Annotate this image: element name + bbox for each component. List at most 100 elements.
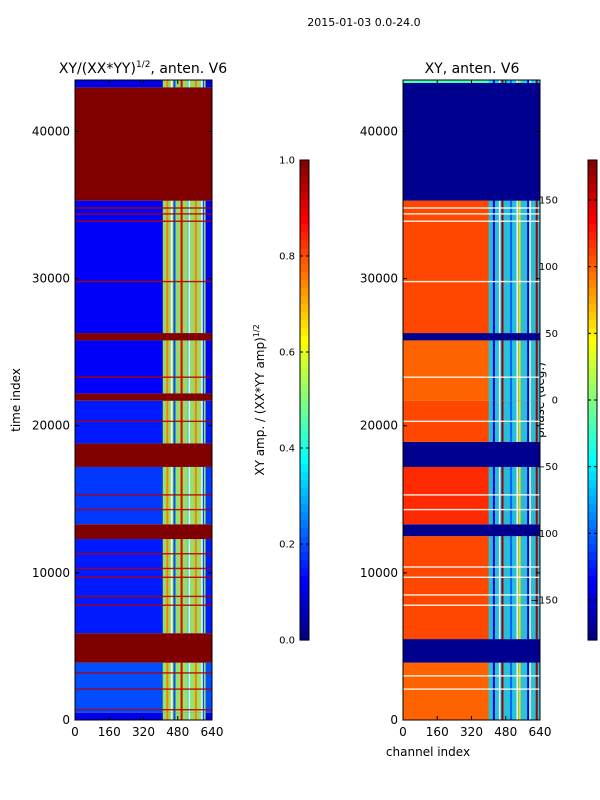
heatmap-channel-gap <box>498 340 501 401</box>
colorbar-segment <box>300 416 309 425</box>
colorbar-segment <box>588 480 597 489</box>
colorbar-segment <box>588 184 597 193</box>
colorbar-segment <box>588 400 597 409</box>
colorbar-segment <box>588 256 597 265</box>
heatmap-rfi-stripe <box>173 662 176 713</box>
colorbar-segment <box>588 624 597 633</box>
colorbar-segment <box>300 176 309 185</box>
colorbar-segment <box>300 280 309 289</box>
heatmap-channel-gap <box>498 200 501 334</box>
heatmap-rfi-region <box>162 80 206 88</box>
heatmap-rfi-stripe <box>166 466 169 525</box>
heatmap-rfi-stripe <box>173 80 176 88</box>
heatmap-rfi-stripe <box>527 536 530 640</box>
x-tick-label: 160 <box>426 725 449 739</box>
colorbar-segment <box>300 504 309 513</box>
heatmap-rfi-stripe <box>510 662 513 720</box>
heatmap-rfi-stripe <box>194 340 197 394</box>
heatmap-channel-gap <box>529 466 531 525</box>
heatmap-rfi-stripe <box>173 340 176 394</box>
colorbar-tick-label: 0.2 <box>279 540 295 551</box>
colorbar-segment <box>588 576 597 585</box>
heatmap-rfi-stripe <box>180 80 183 88</box>
heatmap-rfi-stripe <box>518 662 521 720</box>
panel-0: 0 10000 20000 30000 40000 0 160 320 480 640 0.0 0.2… <box>32 79 310 739</box>
heatmap-channel-gap <box>188 712 190 720</box>
colorbar-segment <box>588 528 597 537</box>
heatmap-channel-gap <box>529 80 531 83</box>
colorbar-tick-label: 100 <box>539 262 558 273</box>
x-tick-label: 640 <box>201 725 224 739</box>
heatmap-rfi-stripe <box>492 662 495 720</box>
heatmap-rfi-stripe <box>166 80 169 88</box>
heatmap-channel-gap <box>170 340 173 394</box>
colorbar-segment <box>300 512 309 521</box>
heatmap-rfi-region <box>488 340 540 401</box>
colorbar-segment <box>300 528 309 537</box>
heatmap-rfi-stripe <box>518 466 521 525</box>
heatmap-rfi-stripe <box>180 466 183 525</box>
colorbar-segment <box>588 552 597 561</box>
y-tick-label: 30000 <box>360 272 398 286</box>
heatmap-flag-line <box>403 566 540 568</box>
heatmap-band <box>75 393 212 401</box>
heatmap-flag-line <box>75 576 212 578</box>
x-tick-label: 160 <box>98 725 121 739</box>
heatmap-rfi-stripe <box>535 536 538 640</box>
heatmap-rfi-stripe <box>501 466 504 525</box>
heatmap-rfi-stripe <box>510 466 513 525</box>
left-title-main: XY/(XX*YY) <box>59 61 136 77</box>
heatmap-rfi-stripe <box>492 536 495 640</box>
heatmap-rfi-stripe <box>202 712 205 720</box>
heatmap-rfi-stripe <box>518 200 521 334</box>
colorbar-segment <box>300 296 309 305</box>
colorbar-segment <box>588 216 597 225</box>
heatmap-channel-gap <box>201 340 203 394</box>
heatmap-rfi-stripe <box>180 340 183 394</box>
y-tick-label: 0 <box>62 713 70 727</box>
heatmap-rfi-stripe <box>527 466 530 525</box>
heatmap-rfi-stripe <box>202 400 205 444</box>
colorbar-segment <box>300 328 309 337</box>
colorbar-tick-label: 0.4 <box>279 444 295 455</box>
heatmap-rfi-stripe <box>527 80 530 83</box>
heatmap-channel-gap <box>188 200 190 334</box>
colorbar-tick-label: 0.0 <box>279 636 295 647</box>
heatmap-flag-line <box>403 420 540 423</box>
colorbar-segment <box>300 224 309 233</box>
colorbar-tick-label: 0.8 <box>279 252 295 263</box>
heatmap-flag-line <box>75 376 212 378</box>
colorbar-segment <box>588 344 597 353</box>
panel-1: 0 10000 20000 30000 40000 0 160 320 480 640 −150 −1… <box>360 79 598 739</box>
colorbar-segment <box>588 280 597 289</box>
heatmap-rfi-stripe <box>180 712 183 720</box>
heatmap-rfi-stripe <box>501 536 504 640</box>
heatmap-channel-gap <box>529 200 531 334</box>
colorbar-segment <box>588 472 597 481</box>
colorbar-segment <box>300 360 309 369</box>
heatmap-flag-line <box>75 595 212 598</box>
heatmap-flag-line <box>403 688 540 690</box>
colorbar-segment <box>588 376 597 385</box>
colorbar-segment <box>300 272 309 281</box>
heatmap-rfi-stripe <box>166 340 169 394</box>
heatmap-rfi-stripe <box>173 712 176 720</box>
heatmap-flag-line <box>75 688 212 690</box>
heatmap-flag-line <box>75 508 212 511</box>
x-tick-label: 480 <box>166 725 189 739</box>
colorbar-segment <box>300 624 309 633</box>
colorbar-segment <box>300 544 309 553</box>
colorbar-segment <box>588 616 597 625</box>
colorbar-segment <box>300 400 309 409</box>
heatmap-channel-gap <box>516 200 518 334</box>
heatmap-rfi-stripe <box>510 200 513 334</box>
heatmap-rfi-stripe <box>173 539 176 634</box>
colorbar-segment <box>588 544 597 553</box>
colorbar-tick-label: 50 <box>545 329 558 340</box>
colorbar-frame <box>299 159 310 641</box>
y-tick-label: 10000 <box>360 566 398 580</box>
colorbar-segment <box>588 464 597 473</box>
left-colorbar-label: XY amp. / (XX*YY amp)1/2 <box>252 324 267 475</box>
y-tick-label: 10000 <box>32 566 70 580</box>
heatmap-rfi-stripe <box>535 340 538 401</box>
